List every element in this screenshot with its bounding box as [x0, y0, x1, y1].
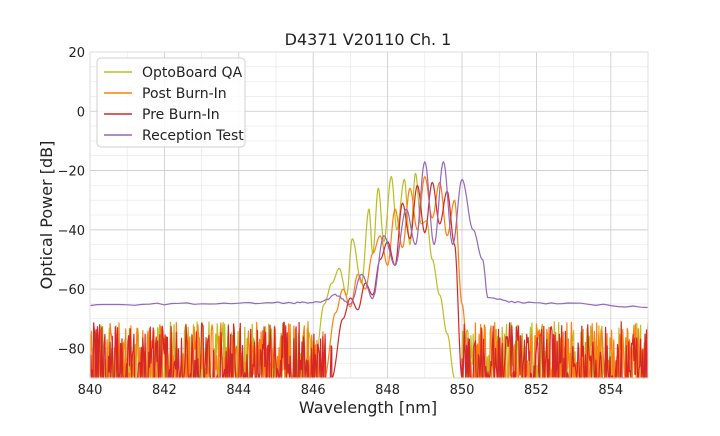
legend-label: Reception Test — [142, 128, 244, 144]
legend: OptoBoard QA Post Burn-In Pre Burn-In Recep… — [96, 57, 246, 148]
series-line-3 — [89, 161, 649, 309]
legend-label: Pre Burn-In — [142, 107, 220, 123]
y-tick-label: 20 — [68, 46, 85, 61]
chart-title: D4371 V20110 Ch. 1 — [285, 30, 452, 49]
x-tick-label: 842 — [152, 383, 177, 398]
plot-frame — [89, 51, 649, 379]
x-tick-label: 848 — [375, 383, 400, 398]
legend-label: OptoBoard QA — [142, 65, 243, 81]
y-tick-label: −20 — [58, 165, 85, 180]
y-tick-label: −40 — [58, 224, 85, 239]
y-tick-label: 0 — [77, 105, 85, 120]
x-tick-label: 854 — [598, 383, 623, 398]
y-tick-label: −80 — [58, 342, 85, 357]
legend-label: Post Burn-In — [142, 86, 227, 102]
x-tick-label: 852 — [524, 383, 549, 398]
x-tick-label: 844 — [226, 383, 251, 398]
series-layer — [89, 161, 649, 379]
y-tick-label: −60 — [58, 283, 85, 298]
x-tick-label: 840 — [78, 383, 103, 398]
x-tick-label: 850 — [450, 383, 475, 398]
x-tick-label: 846 — [301, 383, 326, 398]
x-axis-title: Wavelength [nm] — [299, 398, 437, 417]
y-axis-title: Optical Power [dB] — [37, 141, 56, 290]
legend-box — [96, 57, 246, 148]
axes: 840 842 844 846 848 850 852 854 −80 −60 −40 −20 0 20 — [58, 46, 649, 398]
